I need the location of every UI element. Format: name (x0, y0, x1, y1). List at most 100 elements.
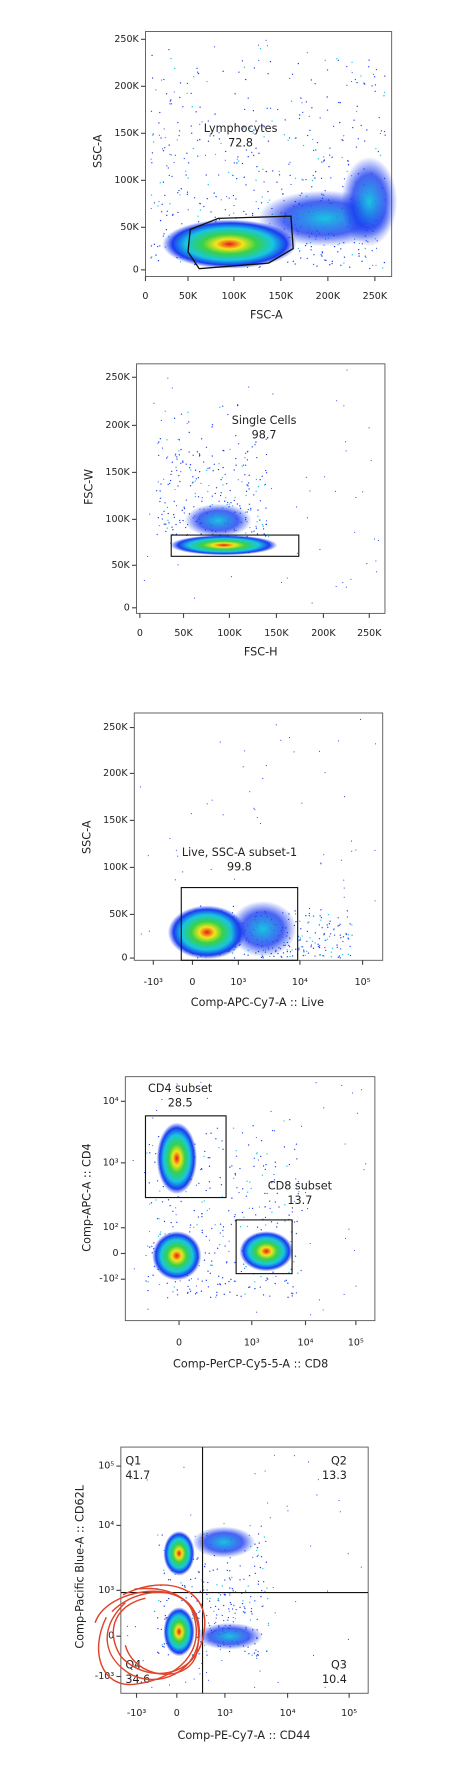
x-tick-label: 0 (174, 1708, 180, 1719)
event-dot (170, 470, 173, 473)
event-dot (278, 170, 280, 173)
event-dot (187, 411, 189, 413)
event-dot (249, 1286, 251, 1288)
event-dot (351, 1092, 354, 1094)
event-dot (224, 1594, 226, 1596)
event-dot (233, 469, 235, 471)
event-dot (166, 1297, 169, 1299)
event-dot (235, 1609, 237, 1611)
event-dot (289, 955, 291, 958)
event-dot (169, 837, 171, 840)
event-dot (318, 946, 321, 949)
event-dot (343, 1293, 345, 1296)
event-dot (265, 453, 268, 456)
event-dot (179, 521, 181, 524)
event-dot (126, 1625, 129, 1627)
event-dot (264, 1168, 266, 1171)
event-dot (375, 560, 377, 562)
event-dot (201, 1232, 203, 1234)
event-dot (147, 555, 149, 557)
event-dot (169, 103, 171, 105)
event-dot (315, 149, 317, 151)
event-dot (338, 924, 340, 927)
event-dot (224, 1245, 226, 1247)
event-dot (337, 917, 339, 919)
event-dot (309, 490, 311, 492)
event-dot (204, 1563, 206, 1565)
event-dot (266, 45, 268, 47)
event-dot (182, 519, 184, 522)
event-dot (312, 1654, 315, 1657)
event-dot (266, 1277, 268, 1279)
event-dot (152, 141, 155, 143)
event-dot (222, 1229, 224, 1232)
event-dot (257, 1650, 259, 1653)
event-dot (167, 1654, 170, 1656)
event-dot (324, 476, 326, 478)
event-dot (368, 427, 370, 429)
y-axis-label: FSC-W (83, 469, 96, 505)
event-dot (211, 426, 213, 428)
event-dot (323, 934, 325, 936)
event-dot (198, 1652, 201, 1655)
event-dot (227, 1616, 230, 1619)
event-dot (230, 1603, 232, 1606)
event-dot (192, 476, 194, 478)
event-dot (159, 1233, 161, 1235)
event-dot (312, 149, 315, 152)
event-dot (190, 1578, 192, 1581)
x-tick-label: 150K (264, 628, 289, 639)
event-dot (228, 171, 230, 174)
event-dot (195, 478, 198, 480)
event-dot (260, 1155, 262, 1158)
event-dot (205, 1133, 207, 1135)
event-dot (364, 255, 367, 257)
event-dot (153, 402, 155, 404)
event-dot (315, 1082, 317, 1084)
event-dot (258, 170, 260, 173)
event-dot (306, 930, 309, 933)
event-dot (338, 740, 340, 742)
event-dot (330, 956, 333, 958)
event-dot (168, 48, 170, 51)
event-dot (186, 191, 189, 193)
x-tick-label: 200K (311, 628, 336, 639)
event-dot (305, 101, 308, 103)
y-tick-label: 10² (103, 1222, 119, 1233)
density-cloud (162, 219, 297, 269)
event-dot (338, 1500, 340, 1502)
event-dot (346, 65, 348, 68)
event-dot (295, 948, 297, 950)
event-dot (236, 1294, 238, 1297)
y-tick-label: -10² (99, 1274, 119, 1285)
event-dot (290, 100, 293, 102)
event-dot (371, 250, 373, 252)
event-dot (273, 1179, 276, 1181)
event-dot (229, 1592, 231, 1595)
plot-frame (136, 363, 386, 614)
event-dot (283, 134, 286, 136)
event-dot (310, 1545, 312, 1547)
event-dot (181, 1584, 184, 1587)
event-dot (193, 1226, 195, 1229)
event-dot (259, 1566, 262, 1569)
x-axis-label: FSC-A (250, 309, 283, 322)
event-dot (263, 181, 265, 183)
event-dot (241, 162, 244, 165)
event-dot (358, 253, 360, 255)
event-dot (267, 1597, 269, 1600)
event-dot (323, 1107, 325, 1109)
x-tick-label: 0 (176, 1338, 182, 1349)
event-dot (249, 1595, 252, 1598)
event-dot (183, 506, 185, 508)
event-dot (178, 474, 180, 477)
event-dot (243, 66, 246, 68)
event-dot (212, 135, 215, 137)
event-dot (167, 519, 169, 521)
event-dot (256, 816, 258, 819)
event-dot (235, 434, 237, 437)
event-dot (294, 910, 296, 912)
event-dot (161, 211, 163, 213)
event-dot (245, 1265, 247, 1268)
event-dot (210, 1606, 212, 1609)
